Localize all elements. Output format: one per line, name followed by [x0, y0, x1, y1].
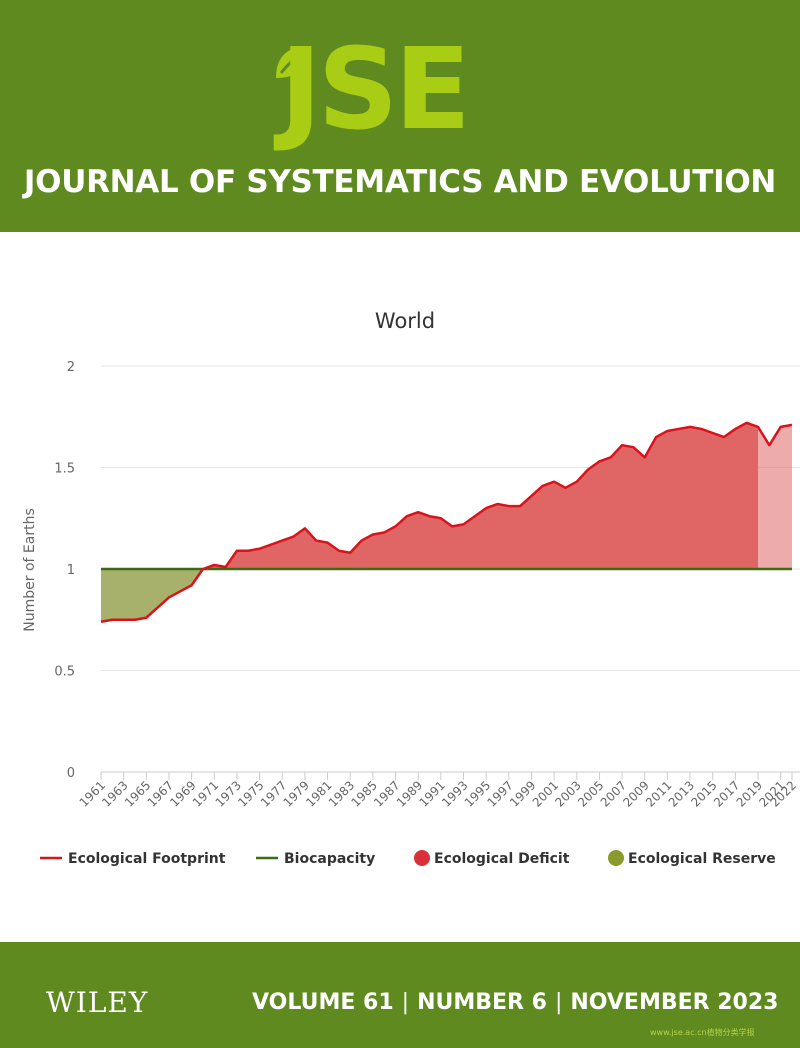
number-label: NUMBER 6	[417, 990, 547, 1015]
journal-logo: JSE	[272, 30, 542, 156]
y-tick-label: 0	[67, 766, 75, 781]
chart-title: World	[375, 309, 435, 333]
legend-symbol	[414, 850, 430, 866]
legend-ecological-deficit: Ecological Deficit	[414, 850, 570, 867]
logo-text: JSE	[280, 25, 471, 155]
cover-footer: WILEY VOLUME 61 | NUMBER 6 | NOVEMBER 2023 w…	[0, 942, 800, 1048]
legend-label: Biocapacity	[284, 851, 375, 867]
x-tick-labels: 1961196319651967196919711973197519771979…	[77, 772, 799, 810]
chart-lines	[100, 421, 793, 624]
legend-label: Ecological Footprint	[68, 851, 226, 867]
y-axis-label: Number of Earths	[22, 508, 38, 631]
publisher-logo: WILEY	[46, 986, 149, 1019]
chart-areas	[101, 422, 792, 622]
legend-ecological-footprint: Ecological Footprint	[40, 851, 226, 867]
ecological-footprint-chart: World Number of Earths 0 0.5 1 1.5 2 1961196…	[22, 309, 800, 867]
ecological-reserve-area	[101, 569, 203, 622]
y-tick-labels: 0 0.5 1 1.5 2	[54, 360, 75, 781]
journal-title: JOURNAL OF SYSTEMATICS AND EVOLUTION	[23, 164, 777, 200]
legend-label: Ecological Deficit	[434, 851, 570, 867]
legend-symbol	[608, 850, 624, 866]
chart-legend: Ecological Footprint Biocapacity Ecologica…	[40, 850, 776, 867]
date-label: NOVEMBER 2023	[570, 990, 779, 1015]
y-tick-label: 0.5	[54, 665, 75, 680]
journal-url: www.jse.ac.cn植物分类学报	[650, 1028, 755, 1037]
cover-header: JSE JOURNAL OF SYSTEMATICS AND EVOLUTION	[0, 0, 800, 232]
y-tick-label: 1.5	[54, 462, 75, 477]
ecological-footprint-line	[100, 421, 793, 624]
separator: |	[401, 990, 410, 1015]
ecological-deficit-projected-area	[758, 424, 792, 569]
issue-info: VOLUME 61 | NUMBER 6 | NOVEMBER 2023	[252, 990, 778, 1015]
legend-biocapacity: Biocapacity	[256, 851, 375, 867]
ecological-deficit-area	[202, 422, 759, 569]
leaf-icon	[276, 46, 310, 78]
y-tick-label: 2	[67, 360, 75, 375]
separator: |	[554, 990, 563, 1015]
y-tick-label: 1	[67, 563, 75, 578]
legend-ecological-reserve: Ecological Reserve	[608, 850, 776, 867]
legend-label: Ecological Reserve	[628, 851, 776, 867]
volume-label: VOLUME 61	[252, 990, 394, 1015]
